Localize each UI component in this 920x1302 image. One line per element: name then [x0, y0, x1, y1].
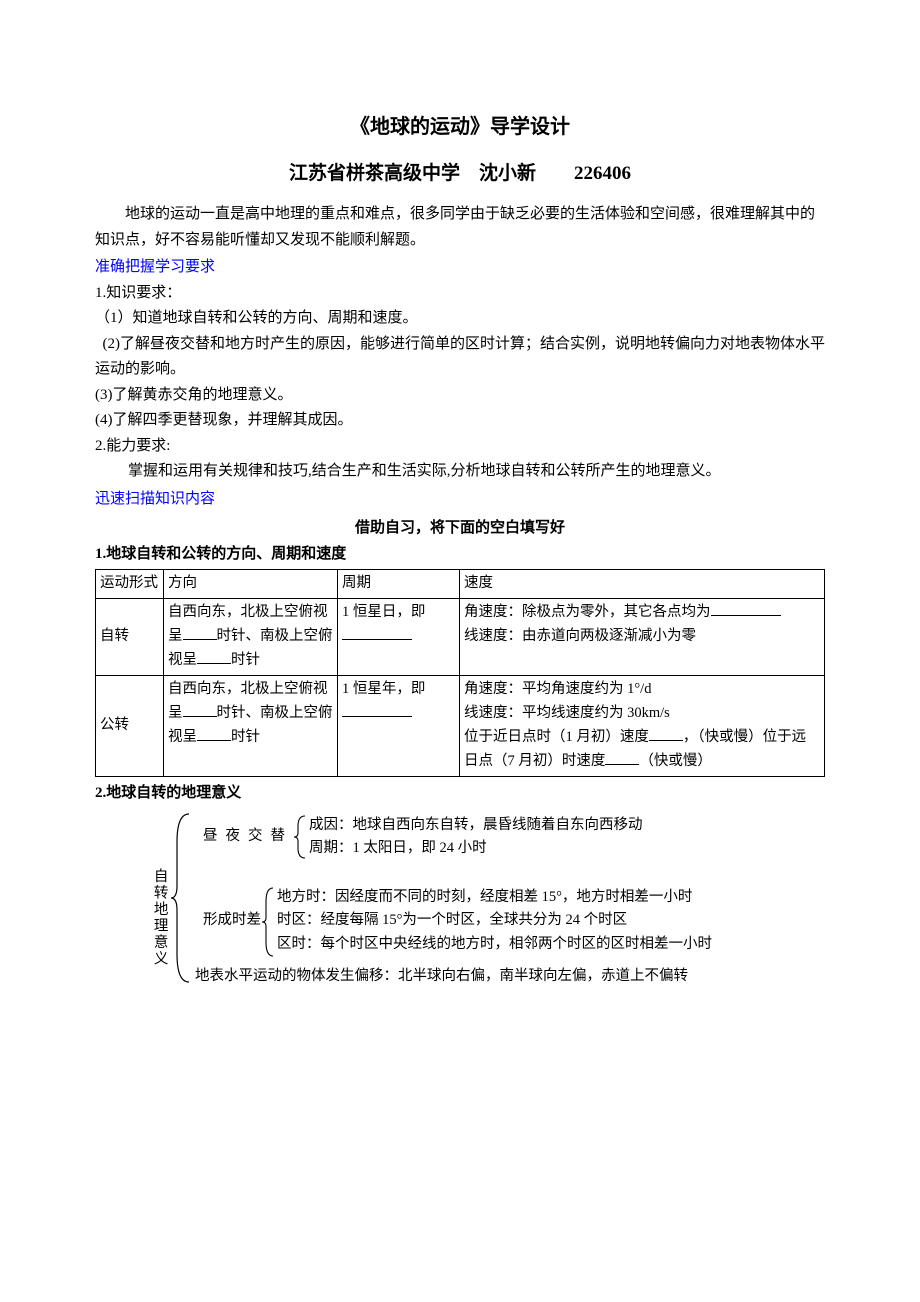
table-row: 运动形式 方向 周期 速度 [96, 570, 825, 599]
blank-input[interactable] [197, 726, 231, 741]
branch2-line1: 地方时：因经度而不同的时刻，经度相差 15°，地方时相差一小时 [277, 886, 712, 909]
cell-r2c2: 自西向东，北极上空俯视呈时针、南极上空俯视呈时针 [164, 675, 338, 776]
sec1-p1d: (4)了解四季更替现象，并理解其成因。 [95, 408, 825, 434]
blank-input[interactable] [183, 626, 217, 641]
cell-r2c3: 1 恒星年，即 [338, 675, 460, 776]
branch1-label: 昼夜交替 [203, 814, 293, 849]
blank-input[interactable] [342, 702, 412, 717]
branch2-label: 形成时差 [203, 886, 261, 933]
motion-table: 运动形式 方向 周期 速度 自转 自西向东，北极上空俯视呈时针、南极上空俯视呈时… [95, 569, 825, 776]
table-row: 公转 自西向东，北极上空俯视呈时针、南极上空俯视呈时针 1 恒星年，即 角速度：… [96, 675, 825, 776]
rotation-meaning-diagram: 自转地理意义 昼夜交替 成因：地球自西向东自转，晨昏线随着自东向西移动 周期：1… [95, 812, 825, 992]
table2-head: 2.地球自转的地理意义 [95, 781, 825, 807]
branch2-line3: 区时：每个时区中央经线的地方时，相邻两个时区的区时相差一小时 [277, 933, 712, 956]
sec1-p2a: 掌握和运用有关规律和技巧,结合生产和生活实际,分析地球自转和公转所产生的地理意义… [95, 459, 825, 485]
brace-icon [169, 812, 191, 984]
th-speed: 速度 [460, 570, 825, 599]
blank-input[interactable] [197, 650, 231, 665]
section2-head: 迅速扫描知识内容 [95, 487, 825, 513]
blank-input[interactable] [711, 602, 781, 617]
doc-title: 《地球的运动》导学设计 [95, 110, 825, 144]
table-row: 自转 自西向东，北极上空俯视呈时针、南极上空俯视呈时针 1 恒星日，即 角速度：… [96, 599, 825, 676]
sec1-p1a: （1）知道地球自转和公转的方向、周期和速度。 [95, 306, 825, 332]
branch1-line2: 周期：1 太阳日，即 24 小时 [309, 837, 643, 860]
blank-input[interactable] [605, 750, 639, 765]
diagram-branch-3: 地表水平运动的物体发生偏移：北半球向右偏，南半球向左偏，赤道上不偏转 [195, 964, 688, 989]
cell-r1c2: 自西向东，北极上空俯视呈时针、南极上空俯视呈时针 [164, 599, 338, 676]
th-period: 周期 [338, 570, 460, 599]
brace-icon [293, 814, 307, 860]
sec1-p1b: (2)了解昼夜交替和地方时产生的原因，能够进行简单的区时计算；结合实例，说明地转… [95, 332, 825, 383]
table1-head: 1.地球自转和公转的方向、周期和速度 [95, 542, 825, 568]
doc-subtitle: 江苏省栟茶高级中学 沈小新 226406 [95, 158, 825, 190]
brace-icon [261, 886, 275, 958]
sec1-p2: 2.能力要求: [95, 434, 825, 460]
cell-rotation: 自转 [96, 599, 164, 676]
th-dir: 方向 [164, 570, 338, 599]
diagram-branch-2: 形成时差 地方时：因经度而不同的时刻，经度相差 15°，地方时相差一小时 时区：… [203, 886, 712, 958]
sec1-p1c: (3)了解黄赤交角的地理意义。 [95, 383, 825, 409]
cell-r2c4: 角速度：平均角速度约为 1°/d 线速度：平均线速度约为 30km/s 位于近日… [460, 675, 825, 776]
blank-input[interactable] [342, 626, 412, 641]
intro-paragraph: 地球的运动一直是高中地理的重点和难点，很多同学由于缺乏必要的生活体验和空间感，很… [95, 202, 825, 253]
cell-r1c4: 角速度：除极点为零外，其它各点均为 线速度：由赤道向两极逐渐减小为零 [460, 599, 825, 676]
branch1-line1: 成因：地球自西向东自转，晨昏线随着自东向西移动 [309, 814, 643, 837]
section1-head: 准确把握学习要求 [95, 255, 825, 281]
cell-r1c3: 1 恒星日，即 [338, 599, 460, 676]
th-form: 运动形式 [96, 570, 164, 599]
sec2-center: 借助自习，将下面的空白填写好 [95, 516, 825, 542]
sec1-p1: 1.知识要求： [95, 281, 825, 307]
cell-revolution: 公转 [96, 675, 164, 776]
diagram-branch-1: 昼夜交替 成因：地球自西向东自转，晨昏线随着自东向西移动 周期：1 太阳日，即 … [203, 814, 643, 860]
branch2-line2: 时区：经度每隔 15°为一个时区，全球共分为 24 个时区 [277, 909, 712, 932]
blank-input[interactable] [183, 702, 217, 717]
diagram-root-label: 自转地理意义 [147, 868, 172, 967]
blank-input[interactable] [649, 726, 683, 741]
